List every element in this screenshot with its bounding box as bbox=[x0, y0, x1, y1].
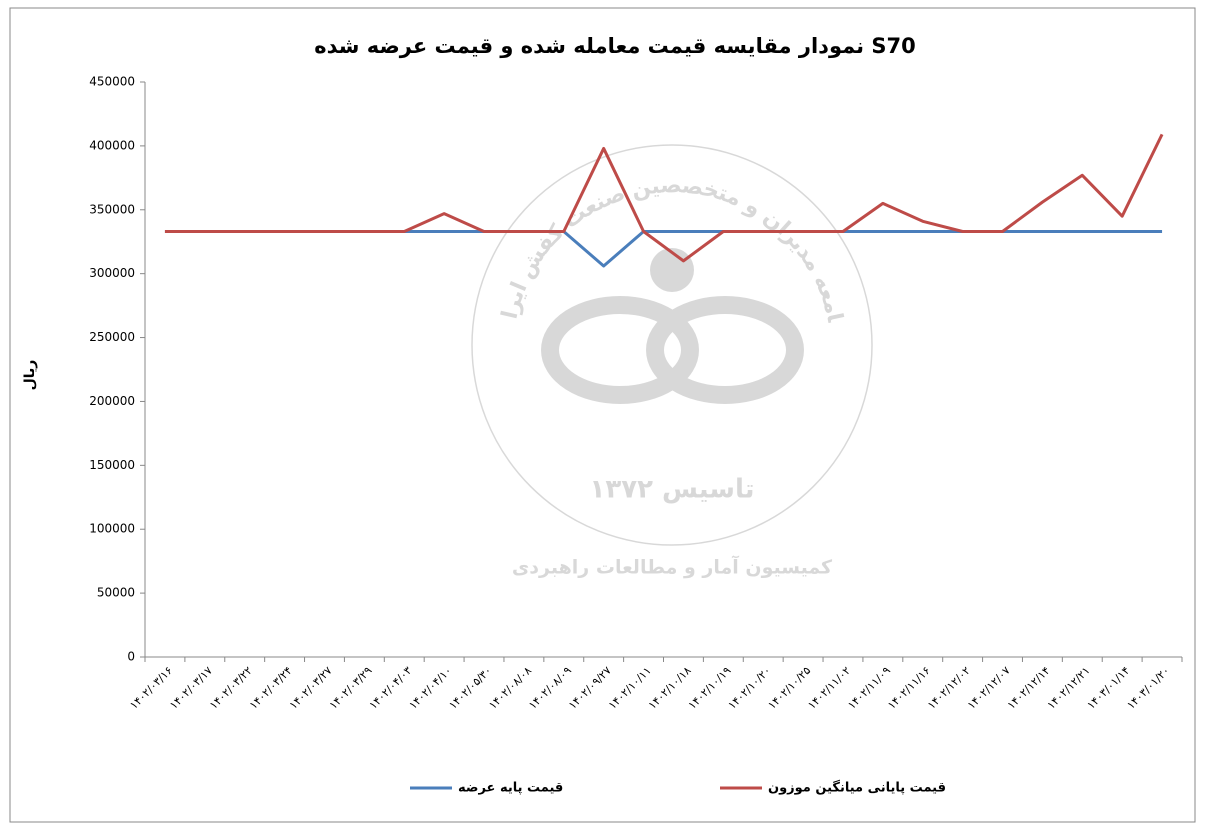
y-tick-label: 400000 bbox=[89, 138, 135, 152]
y-tick-label: 100000 bbox=[89, 522, 135, 536]
watermark-middle: تاسیس ۱۳۷۲ bbox=[590, 475, 755, 505]
y-tick-label: 300000 bbox=[89, 266, 135, 280]
y-axis-label: ریال bbox=[22, 360, 38, 391]
watermark-logo bbox=[646, 296, 804, 404]
y-tick-label: 0 bbox=[127, 650, 135, 664]
legend-label: قیمت پایانی میانگین موزون bbox=[768, 780, 946, 796]
y-tick-label: 250000 bbox=[89, 330, 135, 344]
y-tick-label: 450000 bbox=[89, 75, 135, 89]
watermark-logo bbox=[650, 248, 694, 292]
y-tick-label: 200000 bbox=[89, 394, 135, 408]
y-tick-label: 150000 bbox=[89, 458, 135, 472]
watermark-circle bbox=[471, 144, 873, 546]
y-tick-label: 50000 bbox=[97, 586, 135, 600]
chart-border bbox=[9, 7, 1196, 823]
legend-label: قیمت پایه عرضه bbox=[458, 781, 563, 796]
series-line bbox=[164, 133, 1164, 263]
y-tick-label: 350000 bbox=[89, 202, 135, 216]
watermark-bottom: کمیسیون آمار و مطالعات راهبردی bbox=[512, 555, 833, 579]
chart-title: نمودار مقایسه قیمت معامله شده و قیمت عرض… bbox=[314, 34, 916, 58]
watermark-logo bbox=[541, 296, 699, 404]
